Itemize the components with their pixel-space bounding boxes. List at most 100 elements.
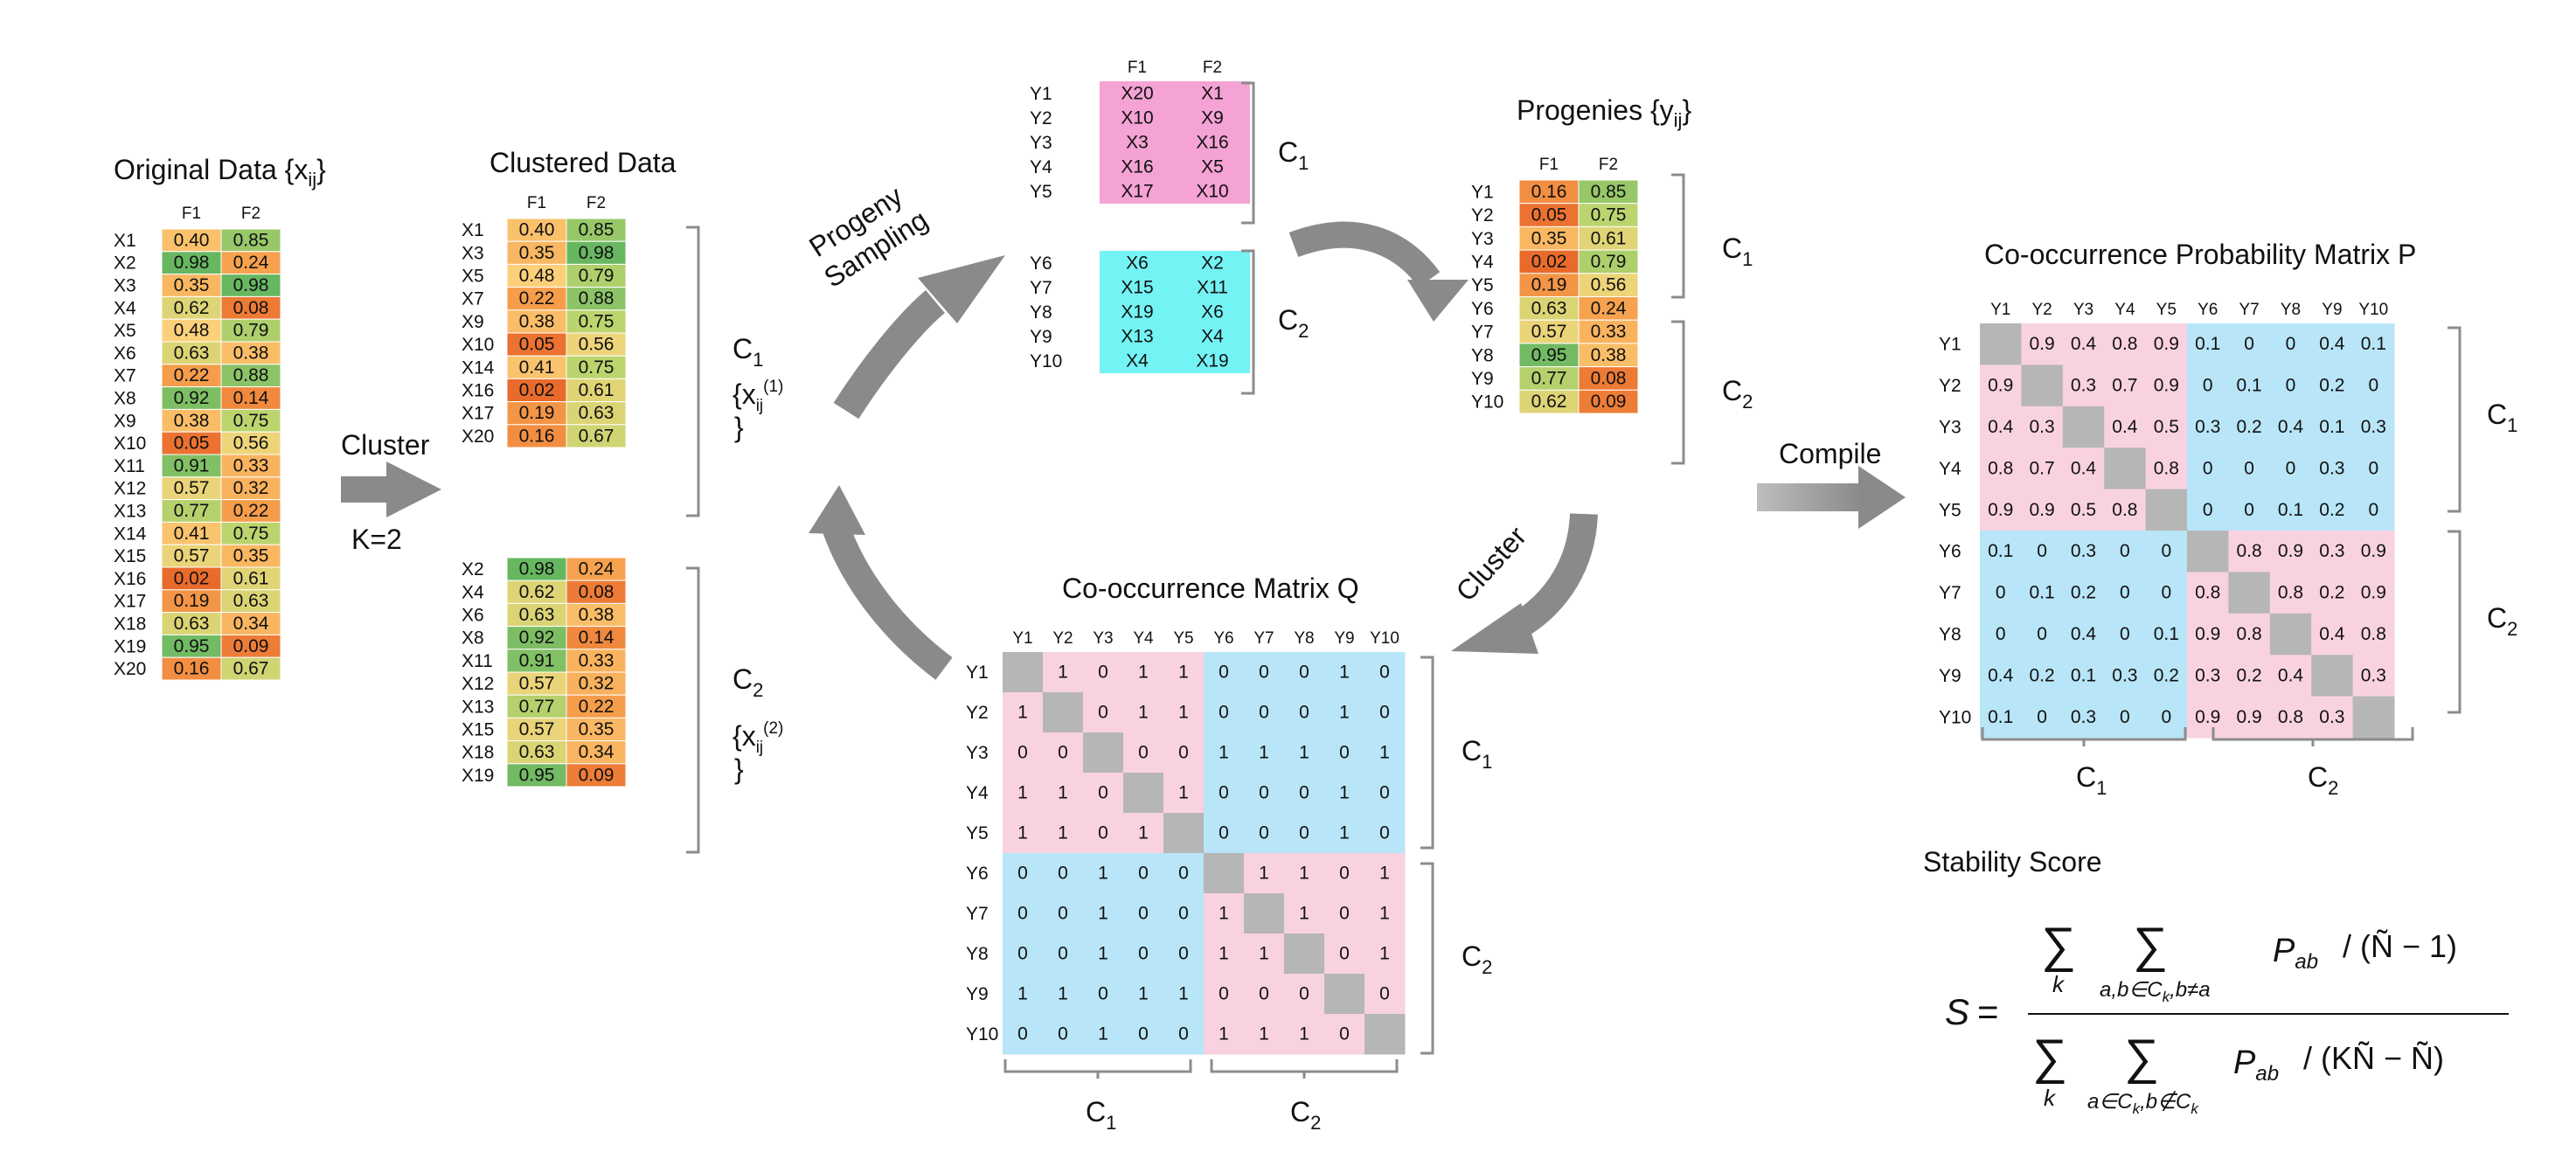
- matrix-value: 1: [1058, 984, 1068, 1004]
- heat-cell: [506, 332, 567, 357]
- matrix-cell: [1123, 893, 1164, 934]
- cell-value: 0.75: [233, 524, 269, 544]
- matrix-cell: [1364, 773, 1406, 814]
- matrix-value: 1: [1379, 864, 1390, 884]
- matrix-cell: [2104, 323, 2147, 365]
- cell-value: 0.63: [174, 343, 210, 363]
- matrix-cell: [2187, 572, 2229, 614]
- row-label: X4: [462, 582, 484, 602]
- matrix-value: 1: [1058, 823, 1068, 843]
- cell-value: 0.61: [1591, 228, 1627, 248]
- matrix-cell: [2145, 696, 2188, 739]
- matrix-value: 0.3: [2071, 541, 2096, 561]
- matrix-value: 0.8: [2112, 500, 2137, 520]
- heat-cell: [566, 694, 627, 718]
- row-label: Y5: [1471, 275, 1494, 295]
- heat-cell: [566, 378, 627, 403]
- matrix-cell: [2311, 448, 2354, 490]
- heat-cell: [506, 557, 567, 581]
- matrix-cell: [2021, 406, 2064, 448]
- cell-value: 0.62: [519, 582, 555, 602]
- heat-cell: [506, 355, 567, 379]
- cell-value: 0.63: [174, 614, 210, 634]
- cell-value: 0.22: [519, 288, 555, 309]
- matrix-value: 0: [1339, 944, 1350, 964]
- cell-value: X16: [1196, 133, 1228, 153]
- matrix-value: 0.1: [2361, 334, 2386, 354]
- matrix-row-label: Y2: [1939, 376, 1962, 396]
- cell-value: 0.35: [174, 275, 210, 295]
- matrix-p-row-c2-label: C2: [2487, 602, 2517, 640]
- col-header-f2: F2: [1599, 156, 1618, 174]
- matrix-value: 1: [1017, 703, 1028, 723]
- progenies-c2-bracket: [1671, 320, 1685, 465]
- cell-value: X17: [1121, 182, 1153, 202]
- row-label: X7: [114, 366, 136, 386]
- matrix-value: 1: [1058, 783, 1068, 803]
- matrix-cell: [1123, 853, 1164, 894]
- matrix-cell: [1123, 974, 1164, 1015]
- matrix-col-label: Y7: [2239, 301, 2259, 319]
- matrix-value: 1: [1178, 783, 1189, 803]
- matrix-col-label: Y5: [2156, 301, 2177, 319]
- col-header-f2: F2: [241, 205, 260, 223]
- matrix-col-label: Y7: [1253, 629, 1274, 648]
- row-label: X19: [462, 766, 494, 786]
- progeny-sampling-arrow: [833, 255, 1005, 420]
- matrix-value: 1: [1339, 663, 1350, 683]
- cell-value: 0.92: [519, 628, 555, 648]
- matrix-cell: [1043, 773, 1084, 814]
- matrix-value: 0: [1017, 743, 1028, 763]
- matrix-value: 0: [1017, 1024, 1028, 1044]
- matrix-cell: [1204, 893, 1245, 934]
- matrix-value: 0.1: [1988, 541, 2013, 561]
- clustered-c1-bracket: [686, 226, 700, 517]
- heat-cell: [1578, 389, 1639, 414]
- cell-value: X4: [1126, 351, 1149, 371]
- matrix-value: 0: [1379, 783, 1390, 803]
- matrix-diagonal-cell: [2021, 364, 2064, 407]
- matrix-cell: [2352, 613, 2395, 656]
- cell-value: 0.38: [174, 411, 210, 431]
- matrix-cell: [1003, 933, 1044, 975]
- matrix-value: 1: [1098, 1024, 1108, 1044]
- matrix-diagonal-cell: [1244, 893, 1285, 934]
- cell-value: 0.67: [579, 426, 614, 446]
- sample-block: [1100, 81, 1250, 204]
- matrix-cell: [2269, 448, 2312, 490]
- matrix-cell: [2187, 489, 2229, 531]
- row-label: X20: [462, 427, 494, 447]
- formula-num-p: Pab: [2273, 933, 2318, 974]
- matrix-value: 1: [1178, 984, 1189, 1004]
- matrix-diagonal-cell: [2104, 448, 2147, 490]
- cell-value: 0.35: [1531, 228, 1567, 248]
- cell-value: 0.48: [519, 266, 555, 286]
- matrix-col-label: Y5: [1173, 629, 1193, 648]
- matrix-cell: [1083, 692, 1124, 733]
- matrix-value: 1: [1379, 904, 1390, 924]
- matrix-value: 0.3: [2195, 665, 2220, 685]
- matrix-value: 1: [1299, 1024, 1309, 1044]
- cell-value: 0.98: [519, 559, 555, 579]
- matrix-row-label: Y3: [1939, 418, 1962, 438]
- cell-value: 0.08: [233, 298, 269, 318]
- heat-cell: [506, 763, 567, 788]
- matrix-value: 0.1: [2278, 500, 2303, 520]
- heat-cell: [566, 602, 627, 628]
- svg-text:Original Data {xij}: Original Data {xij}: [114, 154, 326, 191]
- matrix-cell: [1123, 732, 1164, 774]
- matrix-cell: [2187, 448, 2229, 490]
- matrix-cell: [1163, 974, 1205, 1015]
- matrix-cell: [1003, 692, 1044, 733]
- cell-value: X6: [1126, 253, 1149, 274]
- heat-cell: [220, 499, 281, 523]
- matrix-value: 0.3: [2361, 665, 2386, 685]
- matrix-cell: [2104, 696, 2147, 739]
- matrix-col-label: Y4: [1133, 629, 1154, 648]
- matrix-value: 0: [1098, 783, 1108, 803]
- matrix-cell: [2062, 489, 2105, 531]
- matrix-value: 0.9: [2278, 541, 2303, 561]
- matrix-cell: [1980, 655, 2022, 697]
- heat-cell: [566, 424, 627, 448]
